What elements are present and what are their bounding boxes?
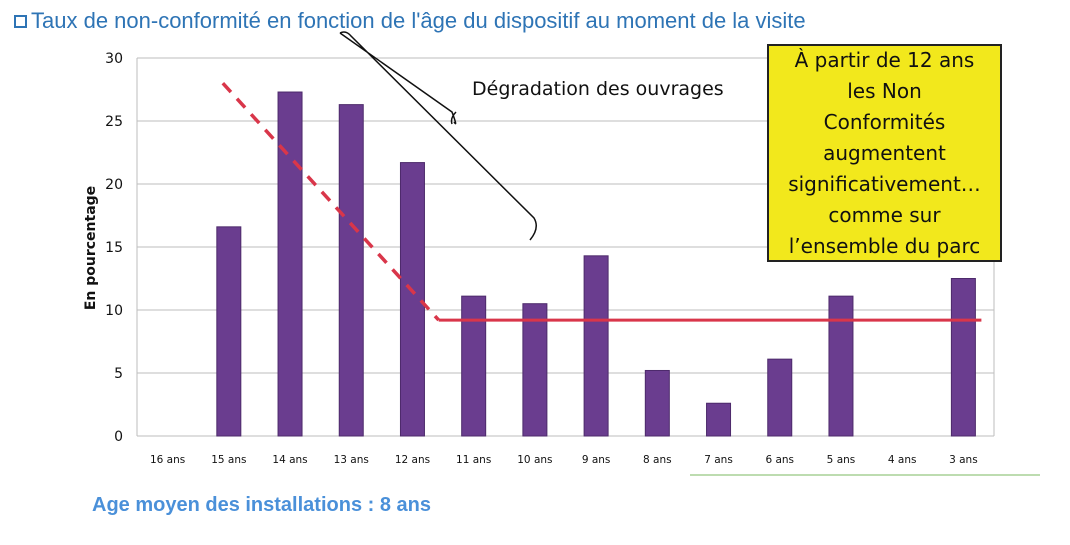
callout-box: À partir de 12 ans les Non Conformités augm… bbox=[767, 44, 1002, 262]
callout-line: comme sur bbox=[828, 202, 941, 227]
callout-line: les Non bbox=[847, 78, 922, 103]
bar bbox=[277, 91, 303, 437]
y-axis-ticks: 0 5 10 15 20 25 30 bbox=[105, 51, 123, 445]
y-tick-label: 5 bbox=[114, 366, 123, 382]
bar bbox=[338, 104, 364, 437]
chart-title-text: Taux de non-conformité en fonction de l'… bbox=[31, 8, 806, 33]
bar bbox=[461, 295, 487, 437]
bar bbox=[399, 162, 425, 437]
bar bbox=[828, 295, 854, 437]
y-tick-label: 30 bbox=[105, 51, 123, 67]
callout-line: significativement… bbox=[788, 171, 981, 196]
x-tick-label: 6 ans bbox=[765, 454, 794, 466]
bar bbox=[522, 303, 548, 437]
bar bbox=[216, 226, 242, 437]
y-tick-label: 0 bbox=[114, 429, 123, 445]
trend-lines bbox=[221, 82, 982, 322]
bar bbox=[583, 255, 609, 437]
footer-text: Age moyen des installations : 8 ans bbox=[92, 494, 431, 516]
bar bbox=[767, 358, 793, 437]
x-tick-label: 8 ans bbox=[643, 454, 672, 466]
bar bbox=[706, 402, 732, 437]
x-tick-label: 13 ans bbox=[334, 454, 369, 466]
x-tick-label: 3 ans bbox=[949, 454, 978, 466]
degradation-brace bbox=[339, 31, 537, 241]
x-tick-label: 15 ans bbox=[211, 454, 246, 466]
y-axis-label: En pourcentage bbox=[83, 186, 99, 310]
x-tick-label: 9 ans bbox=[582, 454, 611, 466]
degradation-annotation: Dégradation des ouvrages bbox=[472, 78, 724, 100]
y-tick-label: 15 bbox=[105, 240, 123, 256]
y-tick-label: 10 bbox=[105, 303, 123, 319]
checkbox-bullet-icon bbox=[14, 15, 27, 28]
bar bbox=[950, 278, 976, 437]
callout-line: l’ensemble du parc bbox=[788, 233, 981, 258]
y-tick-label: 20 bbox=[105, 177, 123, 193]
callout-text: À partir de 12 ans les Non Conformités augm… bbox=[788, 45, 981, 262]
x-tick-label: 7 ans bbox=[704, 454, 733, 466]
bar bbox=[644, 369, 670, 437]
x-tick-label: 14 ans bbox=[272, 454, 307, 466]
x-tick-label: 16 ans bbox=[150, 454, 185, 466]
callout-line: augmentent bbox=[823, 140, 946, 165]
trend-line-decline bbox=[221, 82, 440, 322]
y-tick-label: 25 bbox=[105, 114, 123, 130]
callout-line: Conformités bbox=[823, 109, 946, 134]
x-tick-label: 12 ans bbox=[395, 454, 430, 466]
chart-title: Taux de non-conformité en fonction de l'… bbox=[14, 8, 806, 34]
x-tick-label: 10 ans bbox=[517, 454, 552, 466]
x-tick-label: 11 ans bbox=[456, 454, 491, 466]
x-tick-label: 4 ans bbox=[888, 454, 917, 466]
x-tick-label: 5 ans bbox=[827, 454, 856, 466]
x-axis-ticks: 16 ans 15 ans 14 ans 13 ans 12 ans 11 ans 10 a… bbox=[150, 454, 978, 466]
callout-line: À partir de 12 ans bbox=[794, 47, 975, 72]
